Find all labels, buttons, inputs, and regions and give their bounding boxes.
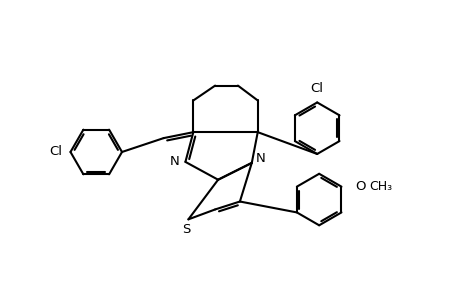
Text: CH₃: CH₃ [369,180,392,193]
Text: Cl: Cl [310,82,323,94]
Text: S: S [182,223,190,236]
Text: N: N [255,152,265,165]
Text: Cl: Cl [50,146,62,158]
Text: O: O [354,180,365,193]
Text: N: N [169,155,179,168]
